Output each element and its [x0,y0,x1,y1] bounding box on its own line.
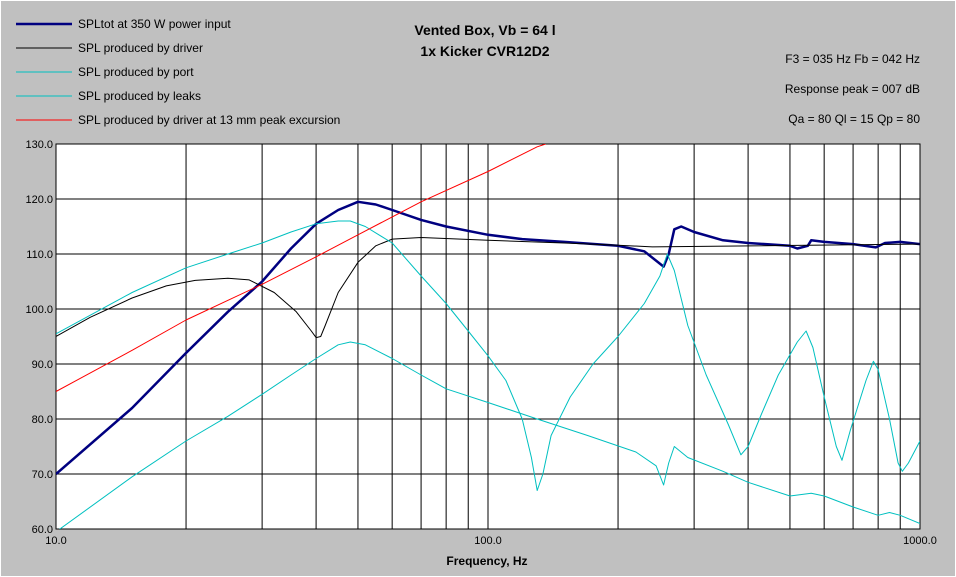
legend-label-4: SPL produced by leaks [78,89,201,103]
y-tick-label: 90.0 [32,359,53,371]
y-tick-label: 60.0 [32,524,53,536]
y-tick-label: 110.0 [26,249,53,261]
y-tick-label: 100.0 [25,304,53,316]
x-tick-label: 1000.0 [903,535,937,547]
x-tick-label: 10.0 [45,535,66,547]
legend-label-1: SPLtot at 350 W power input [78,17,231,31]
y-tick-label: 130.0 [25,139,53,151]
info-response-peak: Response peak = 007 dB [785,82,920,96]
legend-label-3: SPL produced by port [78,65,194,79]
series-line-2 [56,237,920,339]
info-f3-fb: F3 = 035 Hz Fb = 042 Hz [785,52,920,66]
chart-title-line-2: 1x Kicker CVR12D2 [420,43,549,59]
series-line-1 [56,200,920,475]
x-tick-label: 100.0 [474,535,502,547]
legend-label-2: SPL produced by driver [78,41,203,55]
chart-title-line-1: Vented Box, Vb = 64 l [414,22,555,38]
series-line-4 [59,341,920,529]
series-line-3 [56,220,920,491]
series-line-5 [56,144,546,392]
info-q-values: Qa = 80 Ql = 15 Qp = 80 [788,112,920,126]
legend-label-5: SPL produced by driver at 13 mm peak exc… [78,113,340,127]
y-tick-label: 120.0 [25,194,53,206]
axis-labels: 60.0 70.0 80.0 90.0 100.0 110.0 120.0 130.0 10.0… [25,139,936,547]
legend: SPLtot at 350 W power input SPL produced … [16,17,340,127]
y-tick-label: 80.0 [32,414,53,426]
y-tick-label: 70.0 [32,469,53,481]
series-group [56,144,920,529]
x-axis-label: Frequency, Hz [446,554,527,568]
grid-lines [56,144,920,529]
